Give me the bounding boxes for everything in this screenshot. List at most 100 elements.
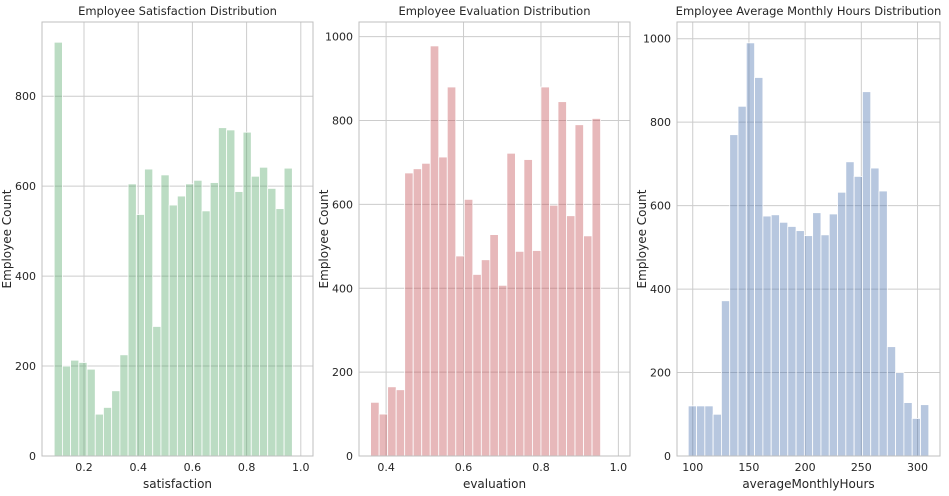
histogram-bar (168, 204, 178, 457)
histogram-bar (144, 168, 154, 457)
histogram-bar (412, 168, 423, 457)
axes-frame (358, 21, 631, 457)
histogram-bar (862, 91, 872, 457)
histogram-bar (895, 372, 905, 457)
histogram-bar (920, 404, 930, 457)
y-tick-label: 200 (650, 367, 671, 380)
chart-panel-3: 0 200 400 600 800 1000 100 150 200 250 300 Employee… (635, 4, 941, 491)
histogram-bar (795, 230, 805, 457)
histogram-bar (455, 255, 465, 457)
histogram-bar (591, 118, 601, 457)
chart-title: Employee Average Monthly Hours Distribut… (676, 4, 942, 18)
histogram-bar (737, 105, 747, 457)
y-tick-label: 400 (332, 282, 353, 295)
histogram-bar (837, 191, 847, 457)
histogram-bar (250, 175, 260, 457)
histogram-bar (472, 274, 482, 457)
y-tick-label: 0 (346, 450, 353, 463)
histogram-bar (160, 174, 170, 457)
histogram-bar (387, 386, 397, 457)
chart-panel-2: 0 200 400 600 800 1000 0.4 0.6 0.8 1.0 Employee Ev… (317, 4, 631, 491)
histogram-bar (370, 401, 380, 457)
x-axis-label: evaluation (463, 477, 526, 491)
histogram-bar (283, 167, 293, 457)
histogram-bar (185, 183, 195, 457)
y-tick-label: 800 (650, 116, 671, 129)
histogram-bar (549, 204, 559, 457)
y-axis-label: Employee Count (317, 189, 331, 288)
x-tick-label: 100 (682, 461, 703, 474)
y-tick-label: 600 (15, 180, 36, 193)
histogram-bar (463, 198, 474, 457)
chart-title: Employee Satisfaction Distribution (78, 4, 277, 18)
y-tick-label: 400 (15, 270, 36, 283)
histogram-bar (94, 413, 104, 457)
histogram-bar (532, 250, 542, 457)
histogram-bar (176, 195, 186, 457)
histogram-bar (404, 172, 414, 457)
histogram-bar (712, 413, 722, 457)
histogram-bar (583, 235, 593, 457)
y-tick-label: 0 (664, 450, 671, 463)
histogram-bar (275, 208, 285, 457)
histogram-bar (497, 284, 508, 457)
histogram-bar (218, 127, 228, 457)
histogram-bar (787, 226, 797, 457)
x-tick-label: 0.6 (184, 461, 202, 474)
histogram-bar (696, 405, 706, 457)
histogram-bar (70, 359, 80, 457)
y-tick-label: 200 (15, 360, 36, 373)
histogram-bar (566, 215, 576, 457)
histogram-bar (242, 131, 252, 457)
histogram-bar (574, 124, 584, 457)
x-tick-label: 0.6 (455, 461, 473, 474)
x-tick-label: 0.8 (238, 461, 256, 474)
x-tick-label: 0.8 (532, 461, 550, 474)
x-tick-label: 200 (795, 461, 816, 474)
y-tick-label: 600 (650, 200, 671, 213)
histogram-bar (62, 365, 72, 457)
histogram-bar (127, 183, 137, 457)
y-axis-label: Employee Count (0, 189, 14, 288)
histogram-bar (845, 161, 855, 457)
x-axis-label: satisfaction (143, 477, 212, 491)
histogram-bar (259, 166, 269, 457)
histogram-bar (770, 214, 780, 457)
histogram-bar (111, 390, 121, 457)
histogram-bar (812, 212, 822, 457)
histogram-bar (687, 405, 697, 457)
chart-panel-1: 0 200 400 600 800 0.2 0.4 0.6 0.8 1.0 Employee Sat… (0, 4, 314, 491)
histogram-bar (209, 182, 219, 457)
histogram-bar (119, 354, 129, 457)
y-tick-label: 200 (332, 366, 353, 379)
x-tick-label: 1.0 (610, 461, 628, 474)
histogram-bar (193, 179, 203, 457)
histogram-bar (762, 215, 772, 457)
histogram-bar (201, 210, 211, 457)
histogram-bar (803, 235, 814, 457)
x-axis-label: averageMonthlyHours (742, 477, 874, 491)
histogram-bar (853, 176, 863, 457)
histogram-bar (540, 86, 550, 457)
histogram-bar (911, 418, 921, 457)
x-tick-label: 0.2 (75, 461, 93, 474)
histogram-bar (903, 402, 913, 457)
histogram-bar (86, 368, 96, 457)
y-tick-label: 800 (15, 90, 36, 103)
histogram-bar (721, 300, 731, 457)
x-tick-label: 300 (907, 461, 928, 474)
histogram-bar (135, 214, 145, 457)
y-tick-label: 0 (29, 450, 36, 463)
histogram-bar (779, 221, 789, 457)
y-tick-label: 600 (332, 198, 353, 211)
histogram-bar (480, 259, 491, 457)
y-axis-label: Employee Count (635, 189, 649, 288)
histogram-bar (226, 129, 236, 457)
histogram-bar (267, 188, 277, 457)
histogram-bar (523, 159, 533, 457)
histogram-bar (729, 134, 739, 457)
histogram-bar (820, 234, 830, 457)
histogram-bar (489, 234, 499, 457)
y-tick-label: 1000 (325, 31, 353, 44)
